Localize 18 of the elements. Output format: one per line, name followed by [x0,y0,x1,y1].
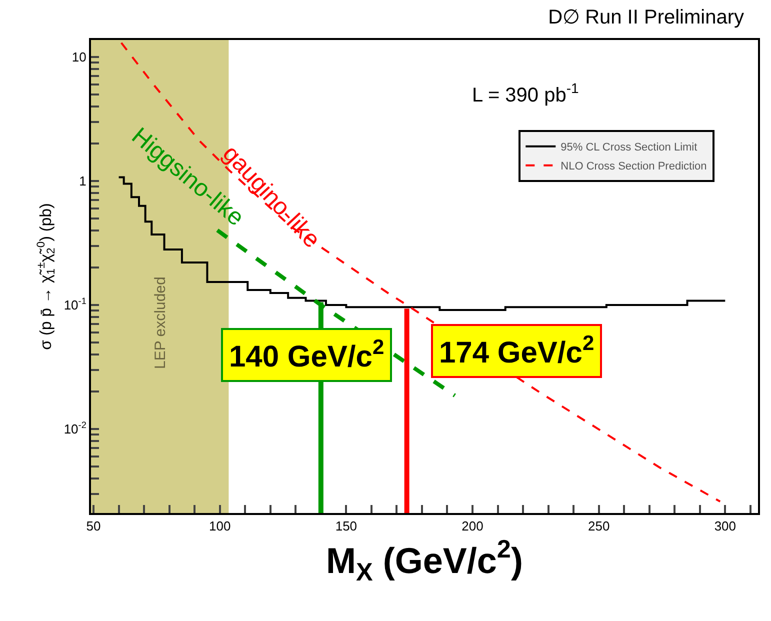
x-tick-label: 200 [462,518,484,534]
band-label: LEP excluded [152,276,169,369]
ref-line-label: 174 GeV/c$^{2}$ [439,332,594,370]
x-tick-label: 100 [209,518,231,534]
ref-line-label: 140 GeV/c$^{2}$ [229,336,384,374]
x-axis-title: M$_{X}$ (GeV/c$^{2}$) [326,536,523,586]
x-tick-label: 250 [588,518,610,534]
chart-title: D∅ Run II Preliminary [548,6,744,28]
legend-label: 95% CL Cross Section Limit [560,142,698,154]
annotation: L = 390 pb$^{-1}$ [472,80,580,106]
legend-label: NLO Cross Section Prediction [560,160,707,173]
x-tick-label: 300 [714,518,736,534]
y-tick-label: 10$^{-2}$ [64,420,86,436]
x-tick-label: 150 [335,518,358,534]
y-tick-label: 10 [72,50,86,64]
x-tick-label: 50 [86,518,101,534]
y-tick-label: 1 [79,174,86,188]
y-tick-label: 10$^{-1}$ [64,296,86,312]
